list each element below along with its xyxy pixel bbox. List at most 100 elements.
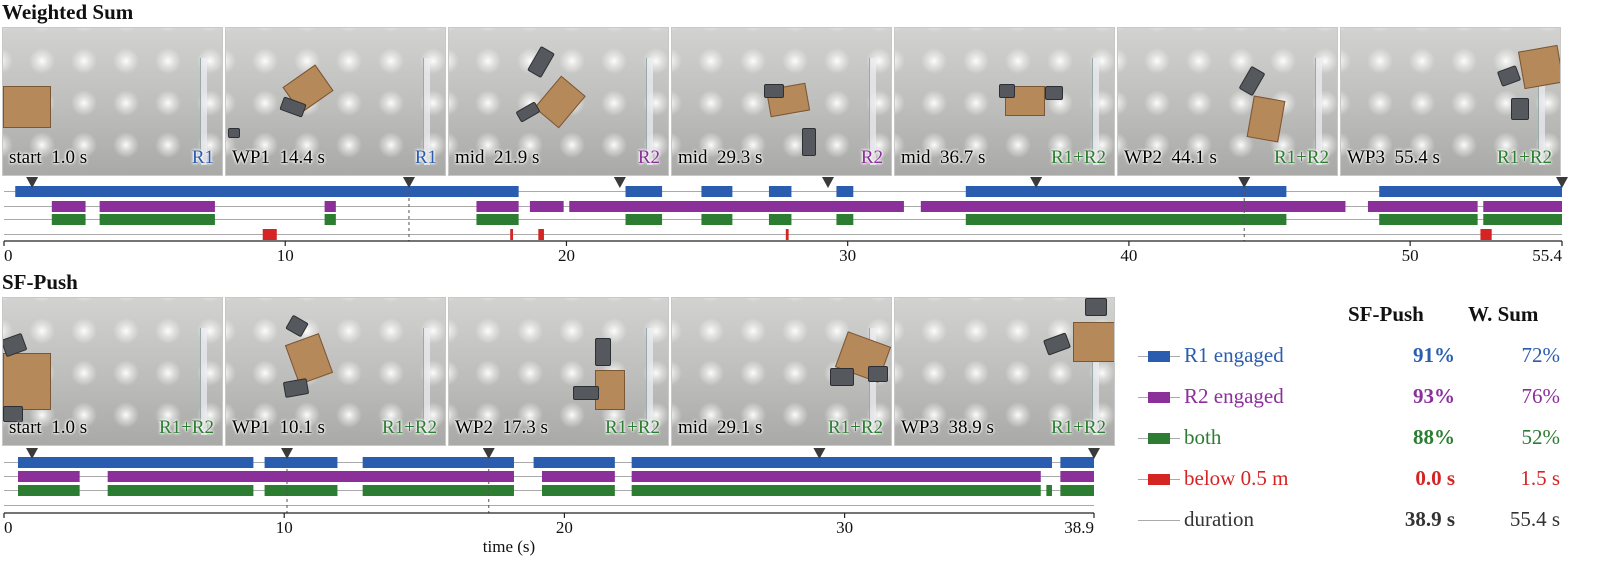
weighted-sum-time-marker [1030, 177, 1043, 188]
frame-caption: mid 29.1 s [678, 417, 763, 438]
frame-robots-label: R1+R2 [1273, 147, 1329, 168]
sf-push-tick-label: 30 [836, 518, 853, 537]
weighted-sum-title: Weighted Sum [2, 0, 134, 24]
legend-row-r2: R2 engaged 93% 76% [1138, 384, 1560, 414]
weighted-sum-both-bar [476, 214, 519, 225]
sf-push-title: SF-Push [2, 270, 78, 294]
sf-push-frame: start 1.0 s R1+R2 [2, 297, 223, 446]
legend-sf-push-value: 0.0 s [1415, 466, 1455, 490]
weighted-sum-frame: WP2 44.1 s R1+R2 [1117, 27, 1338, 176]
legend-swatch [1138, 520, 1180, 521]
weighted-sum-both-bar [324, 214, 336, 225]
weighted-sum-r1-bar [768, 186, 792, 197]
legend-swatch [1138, 392, 1180, 403]
robot [573, 386, 599, 400]
floor-rail [1315, 58, 1322, 165]
weighted-sum-r1-bar [965, 186, 1287, 197]
weighted-sum-both-bar [701, 214, 733, 225]
legend-label: R2 engaged [1184, 384, 1284, 408]
weighted-sum-both-bar [965, 214, 1287, 225]
sf-push-r2-bar [18, 471, 80, 482]
weighted-sum-time-marker [1238, 177, 1251, 188]
legend-label: R1 engaged [1184, 343, 1284, 367]
sf-push-both-bar [541, 485, 615, 496]
legend-row-below: below 0.5 m 0.0 s 1.5 s [1138, 466, 1560, 496]
frame-robots-label: R1+R2 [1050, 417, 1106, 438]
sf-push-both-bar [1046, 485, 1052, 496]
weighted-sum-frame: mid 21.9 s R2 [448, 27, 669, 176]
frame-caption: WP3 38.9 s [901, 417, 994, 438]
sf-push-r2-bar [541, 471, 615, 482]
sf-push-r2-bar [631, 471, 1041, 482]
floor-rail [200, 328, 207, 435]
weighted-sum-time-marker [26, 177, 39, 188]
legend-label: below 0.5 m [1184, 466, 1289, 490]
sf-push-both-bar [1060, 485, 1094, 496]
weighted-sum-frame: WP3 55.4 s R1+R2 [1340, 27, 1561, 176]
legend-col-w-sum: W. Sum [1468, 302, 1539, 326]
legend-row-duration: duration 38.9 s 55.4 s [1138, 507, 1560, 537]
legend-sf-push-value: 91% [1413, 343, 1455, 367]
frame-caption: mid 36.7 s [901, 147, 986, 168]
frame-robots-label: R1+R2 [604, 417, 660, 438]
legend-w-sum-value: 55.4 s [1509, 507, 1560, 531]
weighted-sum-tick-label: 30 [839, 246, 856, 265]
floor-rail [646, 328, 653, 435]
legend-row-both: both 88% 52% [1138, 425, 1560, 455]
weighted-sum-time-marker [821, 177, 834, 188]
legend-label: both [1184, 425, 1222, 449]
frame-robots-label: R1+R2 [1496, 147, 1552, 168]
legend-col-sf-push: SF-Push [1348, 302, 1424, 326]
frame-caption: WP2 17.3 s [455, 417, 548, 438]
sf-push-r2-bar [107, 471, 514, 482]
weighted-sum-both-bar [1483, 214, 1562, 225]
weighted-sum-time-marker [613, 177, 626, 188]
weighted-sum-r2-bar [324, 201, 336, 212]
robot [595, 338, 611, 366]
legend-label: duration [1184, 507, 1254, 531]
sf-push-both-bar [264, 485, 338, 496]
floor-rail [1092, 328, 1099, 435]
cardboard-box [1073, 322, 1114, 362]
sf-push-frame: WP2 17.3 s R1+R2 [448, 297, 669, 446]
sf-push-tick-label: 38.9 [1064, 518, 1094, 537]
floor-rail [869, 58, 876, 165]
sf-push-tick-label: 0 [4, 518, 13, 537]
sf-push-r1-bar [362, 457, 514, 468]
weighted-sum-both-bar [836, 214, 854, 225]
sf-push-time-marker [1088, 448, 1100, 459]
robot [3, 406, 23, 422]
sf-push-time-marker [813, 448, 826, 459]
cardboard-box [3, 353, 51, 410]
sf-push-frame: WP1 10.1 s R1+R2 [225, 297, 446, 446]
weighted-sum-r1-bar [836, 186, 854, 197]
weighted-sum-tick-label: 55.4 [1532, 246, 1562, 265]
frame-robots-label: R1 [414, 147, 437, 168]
sf-push-time-marker [26, 448, 39, 459]
legend-sf-push-value: 93% [1413, 384, 1455, 408]
legend-w-sum-value: 76% [1521, 384, 1561, 408]
ceiling-lights [226, 298, 445, 445]
weighted-sum-r2-bar [476, 201, 519, 212]
sf-push-both-bar [631, 485, 1041, 496]
sf-push-time-marker [482, 448, 495, 459]
weighted-sum-r1-bar [1379, 186, 1562, 197]
weighted-sum-frame: WP1 14.4 s R1 [225, 27, 446, 176]
floor-rail [423, 58, 430, 165]
frame-robots-label: R1+R2 [827, 417, 883, 438]
frame-caption: mid 29.3 s [678, 147, 763, 168]
robot [830, 368, 854, 386]
frame-caption: start 1.0 s [9, 417, 88, 438]
sf-push-r2-bar [1060, 471, 1094, 482]
floor-rail [423, 328, 430, 435]
sf-push-frame: WP3 38.9 s R1+R2 [894, 297, 1115, 446]
weighted-sum-r2-bar [529, 201, 564, 212]
frame-caption: mid 21.9 s [455, 147, 540, 168]
weighted-sum-tick-label: 40 [1120, 246, 1137, 265]
floor-rail [646, 58, 653, 165]
legend-sf-push-value: 38.9 s [1404, 507, 1455, 531]
legend-sf-push-value: 88% [1413, 425, 1455, 449]
sf-push-tick-label: 10 [276, 518, 293, 537]
sf-push-both-bar [362, 485, 514, 496]
